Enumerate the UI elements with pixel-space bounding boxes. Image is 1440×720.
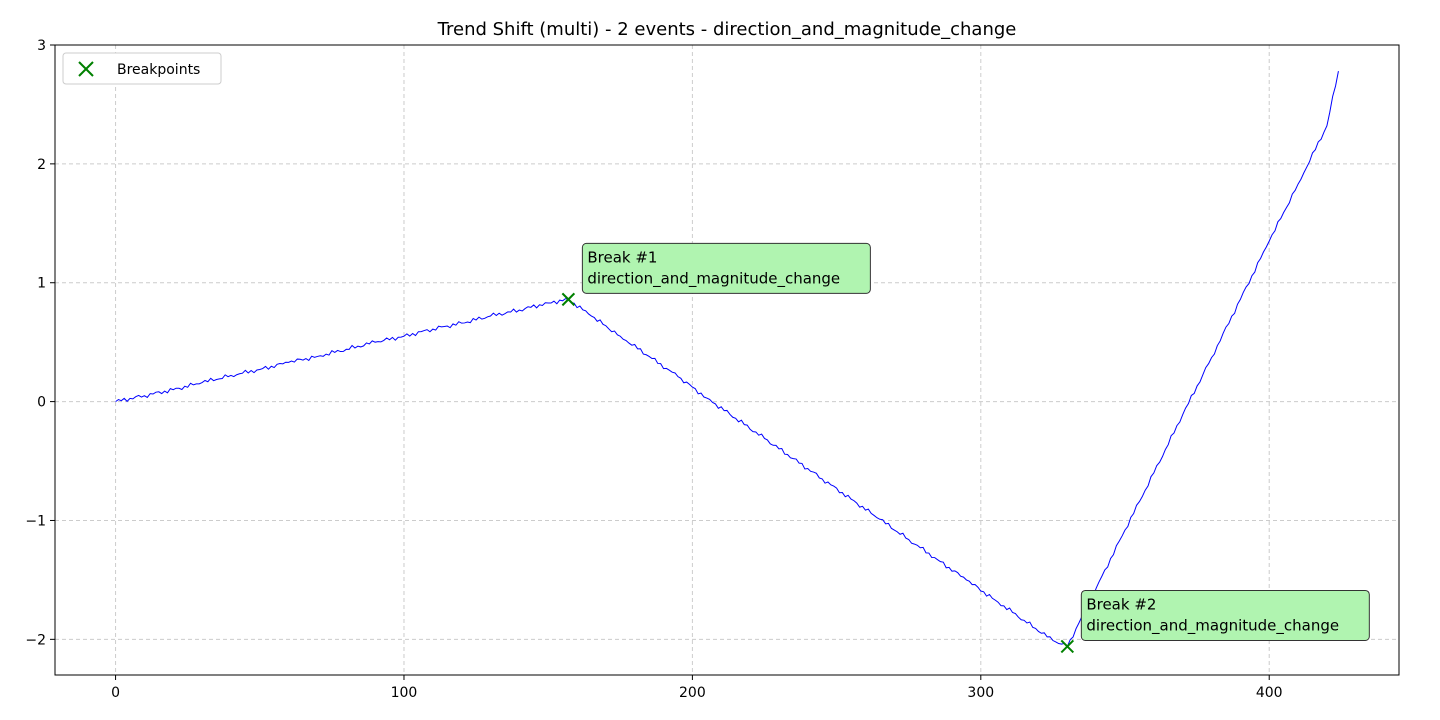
y-tick-label: −1 <box>25 513 46 529</box>
tick-layer: 0 100 200 300 400 −2 −1 0 1 2 3 <box>25 38 1282 701</box>
x-tick-label: 100 <box>391 685 418 701</box>
grid-layer <box>55 44 1399 675</box>
breakpoint-annotation-title: Break #2 <box>1086 595 1156 613</box>
breakpoint-marker <box>561 292 576 307</box>
x-tick-label: 400 <box>1256 685 1283 701</box>
legend-marker-stroke <box>78 61 94 77</box>
breakpoint-marker-stroke <box>561 292 576 307</box>
series-line <box>115 71 1339 648</box>
breakpoint-marker <box>1060 639 1075 654</box>
breakpoint-annotation-type: direction_and_magnitude_change <box>587 269 840 288</box>
y-tick-label: 2 <box>37 157 46 173</box>
legend: Breakpoints <box>62 52 222 85</box>
y-tick-label: 1 <box>37 276 46 292</box>
x-tick-label: 300 <box>967 685 994 701</box>
annotation-layer: Break #1 direction_and_magnitude_change Br… <box>581 242 1370 641</box>
y-tick-label: 3 <box>37 38 46 54</box>
y-tick-label: 0 <box>37 395 46 411</box>
breakpoint-annotation-type: direction_and_magnitude_change <box>1086 616 1339 635</box>
series-layer <box>115 71 1339 648</box>
y-tick-label: −2 <box>25 632 46 648</box>
breakpoint-annotation-box <box>581 242 871 294</box>
plot-frame <box>54 44 1400 676</box>
legend-label-breakpoints: Breakpoints <box>117 62 200 78</box>
breakpoint-annotation-box <box>1080 589 1370 641</box>
breakpoint-marker-stroke <box>1060 639 1075 654</box>
marker-layer <box>561 292 1075 654</box>
x-tick-label: 0 <box>111 685 120 701</box>
x-tick-label: 200 <box>679 685 706 701</box>
chart-title: Trend Shift (multi) - 2 events - directi… <box>437 19 1017 40</box>
legend-breakpoint-marker <box>78 61 94 77</box>
legend-box <box>62 52 222 85</box>
breakpoint-annotation-title: Break #1 <box>587 248 657 266</box>
